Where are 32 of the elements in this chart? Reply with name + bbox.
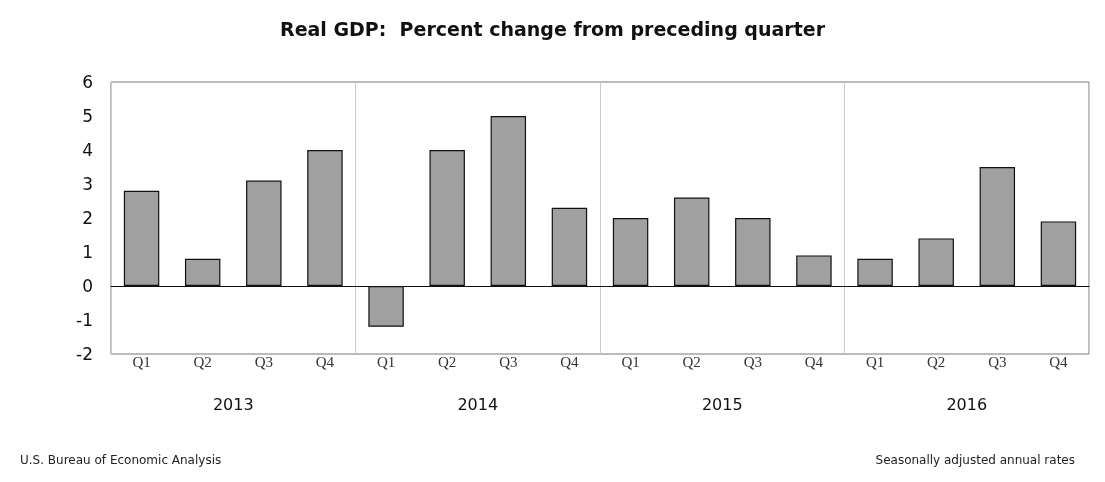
x-tick-label: Q1 — [132, 353, 151, 370]
y-tick-label: 3 — [82, 174, 93, 194]
x-tick-label: Q1 — [621, 353, 640, 370]
y-tick-label: 1 — [82, 242, 93, 262]
y-tick-label: 2 — [82, 208, 93, 228]
text: 2015 — [701, 394, 743, 414]
text: 2016 — [946, 394, 988, 414]
x-tick-label: Q4 — [560, 353, 580, 370]
x-tick-label: Q2 — [438, 353, 457, 370]
x-tick-label: Q4 — [804, 353, 824, 370]
text: 2014 — [457, 394, 499, 414]
y-tick-label: 5 — [82, 106, 93, 126]
y-tick-label: 4 — [82, 140, 93, 160]
chart-title: Real GDP: Percent change from preceding quarter — [280, 17, 826, 40]
y-tick-label: -1 — [76, 310, 93, 330]
x-tick-label: Q4 — [315, 353, 335, 370]
x-tick-label: Q2 — [193, 353, 212, 370]
text: 2013 — [212, 394, 254, 414]
y-tick-label: 6 — [82, 72, 93, 92]
y-tick-label: 0 — [82, 276, 93, 296]
x-tick-label: Q1 — [376, 353, 396, 370]
x-tick-label: Q3 — [988, 353, 1007, 370]
x-tick-label: Q1 — [865, 353, 885, 370]
y-tick-label: -2 — [76, 344, 93, 364]
x-tick-label: Q2 — [682, 353, 701, 370]
text: Seasonally adjusted annual rates — [875, 453, 1076, 467]
x-tick-label: Q2 — [927, 353, 946, 370]
text: U.S. Bureau of Economic Analysis — [20, 453, 222, 467]
x-tick-label: Q4 — [1049, 353, 1069, 370]
x-tick-label: Q3 — [254, 353, 273, 370]
x-tick-label: Q3 — [743, 353, 762, 370]
x-tick-label: Q3 — [499, 353, 518, 370]
